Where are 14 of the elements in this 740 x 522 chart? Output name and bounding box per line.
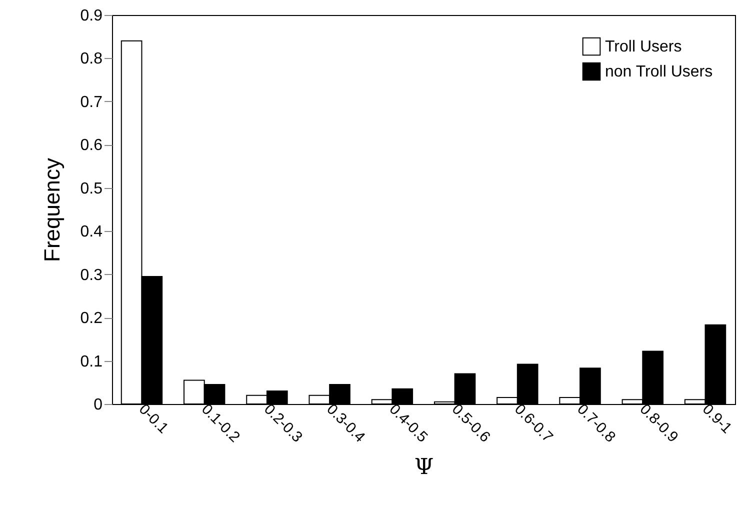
y-tick-label: 0.7: [80, 94, 103, 111]
y-tick-label: 0.9: [80, 8, 103, 24]
y-tick-label: 0.1: [80, 353, 103, 370]
x-axis-title: Ψ: [414, 455, 434, 480]
y-tick-label: 0.2: [80, 310, 103, 328]
y-tick-label: 0: [94, 396, 103, 414]
y-tick-label: 0.3: [80, 266, 103, 284]
legend-label: non Troll Users: [605, 64, 713, 80]
y-tick-label: 0.6: [80, 137, 103, 154]
legend-label: Troll Users: [605, 38, 682, 56]
y-tick-label: 0.4: [80, 224, 103, 241]
y-axis-title: Frequency: [39, 158, 64, 262]
y-tick-label: 0.8: [80, 50, 103, 68]
y-tick-label: 0.5: [80, 180, 103, 198]
